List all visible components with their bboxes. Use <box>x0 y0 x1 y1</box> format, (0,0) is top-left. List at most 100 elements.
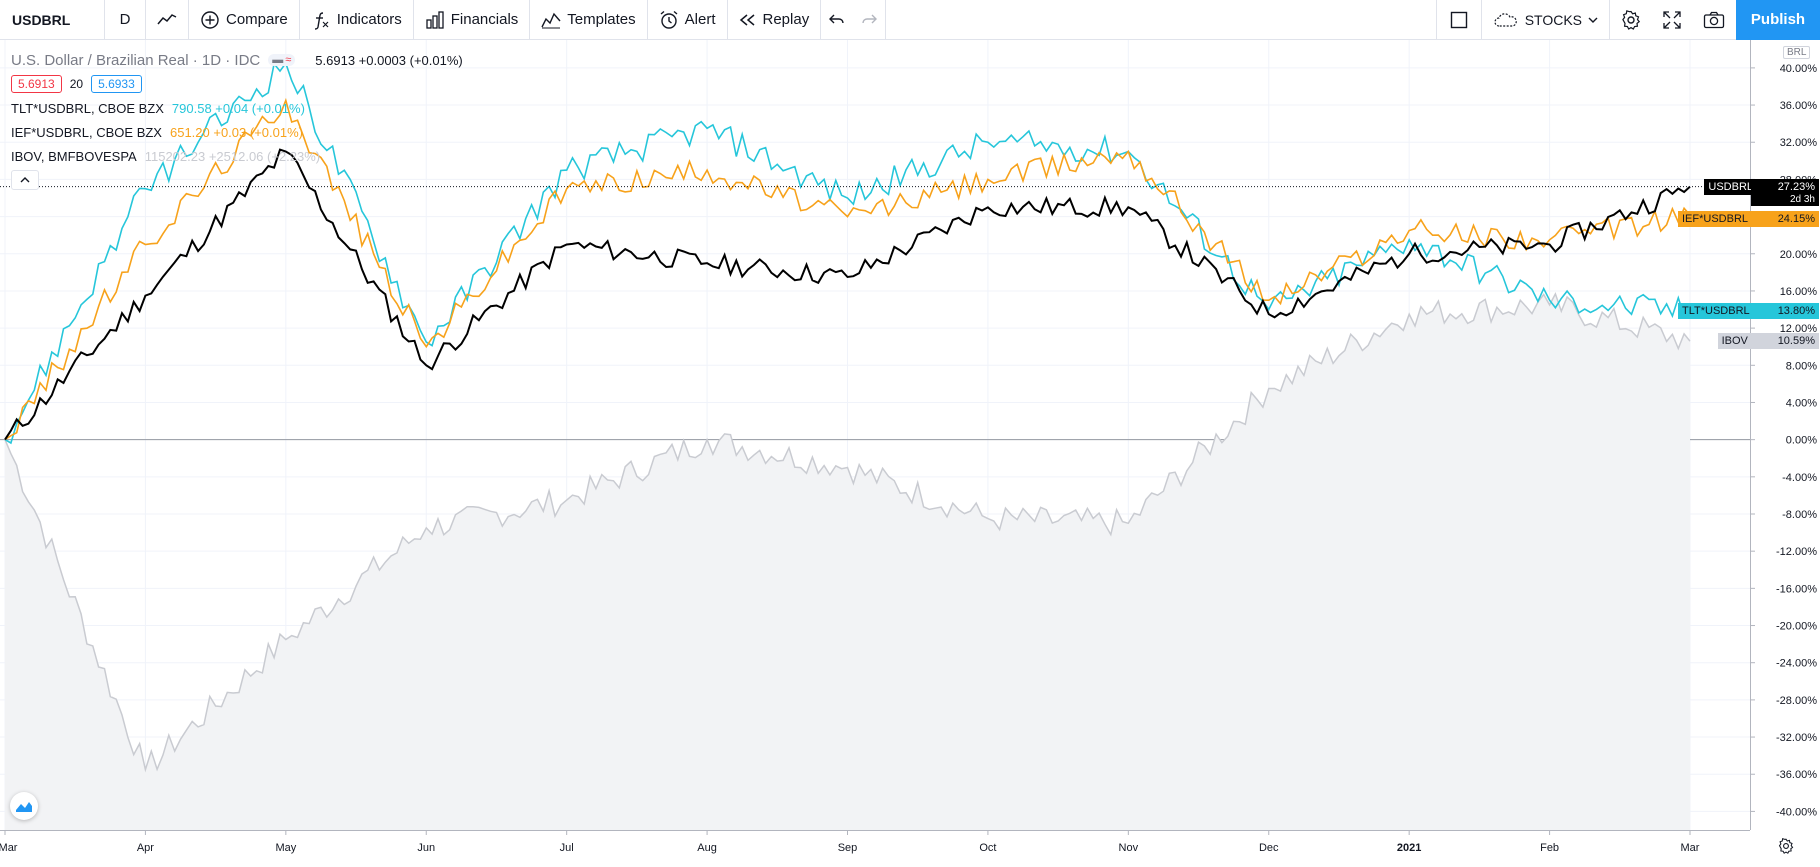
settings-button[interactable] <box>1610 0 1652 40</box>
time-tick-label: Oct <box>979 842 996 854</box>
time-tick-label: Mar <box>1681 842 1700 854</box>
time-tick-label: Sep <box>838 842 858 854</box>
toolbar-divider <box>104 0 105 40</box>
currency-label[interactable]: BRL <box>1783 46 1811 59</box>
alarm-clock-icon <box>660 10 678 29</box>
price-tick-label: 16.00% <box>1780 286 1818 298</box>
toolbar-divider <box>298 0 300 40</box>
expand-icon <box>1663 10 1681 29</box>
time-tick-label: May <box>275 842 296 854</box>
legend-collapse-button[interactable] <box>11 170 39 190</box>
chart-canvas[interactable] <box>0 40 1750 830</box>
series-name-tag: USDBRL <box>1704 178 1758 195</box>
legend-series-value: 790.58 +0.04 (+0.01%) <box>171 100 305 116</box>
alert-button[interactable]: Alert <box>648 0 727 40</box>
series-name-tag: IBOV <box>1717 333 1752 350</box>
time-scale[interactable]: Mar Apr May Jun Jul Aug Sep Oct Nov Dec 2021 Feb Mar <box>0 830 1750 862</box>
undo-icon <box>829 14 844 23</box>
chart-settings-corner[interactable] <box>1751 831 1820 861</box>
templates-label: Templates <box>567 11 636 28</box>
toolbar-divider <box>412 0 414 40</box>
square-icon <box>1450 11 1467 28</box>
legend-series-value: 115202.23 +2512.06 (+2.23%) <box>144 148 321 164</box>
ask-price-badge[interactable]: 5.6933 <box>91 75 142 93</box>
time-tick-label: Dec <box>1259 842 1279 854</box>
time-tick-label: Aug <box>697 842 717 854</box>
alert-label: Alert <box>684 11 716 28</box>
series-value-tag: 10.59% <box>1751 333 1819 350</box>
series-area-ibov <box>5 293 1690 830</box>
indicators-button[interactable]: Indicators <box>300 0 413 40</box>
interval-button[interactable]: D <box>119 11 131 28</box>
top-toolbar: USDBRL D Compare Indicators Financials T… <box>0 0 1820 40</box>
replay-label: Replay <box>762 11 810 28</box>
toolbar-divider <box>885 0 887 40</box>
layout-menu-button[interactable]: STOCKS <box>1482 0 1609 40</box>
chart-legend: U.S. Dollar / Brazilian Real · 1D · IDC … <box>11 48 463 192</box>
legend-series-ibov[interactable]: IBOV, BMFBOVESPA 115202.23 +2512.06 (+2.… <box>11 144 463 168</box>
redo-button[interactable] <box>853 0 885 40</box>
toolbar-divider <box>188 0 189 40</box>
fullscreen-button[interactable] <box>1652 0 1692 40</box>
gear-icon <box>1778 838 1793 854</box>
camera-icon <box>1703 11 1725 28</box>
undo-button[interactable] <box>821 0 853 40</box>
legend-series-label: IEF*USDBRL, CBOE BZX <box>11 124 162 140</box>
snapshot-button[interactable] <box>1692 0 1736 40</box>
legend-series-label: IBOV, BMFBOVESPA <box>11 148 137 164</box>
series-line-ibov <box>4 292 1691 773</box>
legend-series-tlt[interactable]: TLT*USDBRL, CBOE BZX 790.58 +0.04 (+0.01… <box>11 96 463 120</box>
price-tick-label: 36.00% <box>1780 100 1818 112</box>
legend-series-value: 651.20 +0.03 (+0.01%) <box>169 124 303 140</box>
price-tick-label: 8.00% <box>1786 360 1817 372</box>
templates-icon <box>541 12 561 28</box>
price-scale-canvas[interactable]: 40.00%36.00%32.00%28.00%24.00%20.00%16.0… <box>1751 40 1820 830</box>
price-tick-label: -12.00% <box>1776 546 1817 558</box>
time-scale-canvas[interactable]: Mar Apr May Jun Jul Aug Sep Oct Nov Dec 2021 Feb Mar <box>0 831 1750 862</box>
replay-button[interactable]: Replay <box>728 0 821 40</box>
chevron-up-icon <box>20 177 30 183</box>
toolbar-divider <box>145 0 146 40</box>
chevron-down-icon <box>1588 17 1598 23</box>
series-name-tag: IEF*USDBRL <box>1678 210 1753 227</box>
tradingview-logo-button[interactable] <box>10 792 38 820</box>
legend-series-label: TLT*USDBRL, CBOE BZX <box>11 100 164 116</box>
symbol-search-button[interactable]: USDBRL <box>12 11 71 28</box>
series-line-usdbrl <box>4 148 1691 441</box>
publish-button[interactable]: Publish <box>1736 0 1820 40</box>
time-tick-label: Mar <box>0 842 18 854</box>
price-tick-label: 20.00% <box>1780 249 1818 261</box>
market-status-indicator[interactable]: ▬ ≈ <box>268 54 296 66</box>
series-line-ief-usdbrl <box>4 97 1691 441</box>
dash-icon: ▬ <box>272 54 284 66</box>
tradingview-logo-icon <box>16 802 32 812</box>
price-tick-label: -4.00% <box>1782 472 1817 484</box>
price-tick-label: 0.00% <box>1786 435 1817 447</box>
toolbar-right-group: STOCKS Publish <box>1435 0 1820 40</box>
price-tick-label: -40.00% <box>1776 806 1817 818</box>
plus-circle-icon <box>201 10 219 29</box>
financials-label: Financials <box>450 11 519 28</box>
price-tick-label: -20.00% <box>1776 621 1817 633</box>
spread-value: 20 <box>69 77 84 91</box>
chart-pane[interactable] <box>0 40 1750 830</box>
series-name-tag: TLT*USDBRL <box>1678 303 1754 320</box>
price-tick-label: -8.00% <box>1782 509 1817 521</box>
chart-style-button[interactable] <box>146 0 188 40</box>
price-tick-label: 40.00% <box>1780 63 1818 75</box>
price-tick-label: 32.00% <box>1780 137 1818 149</box>
compare-button[interactable]: Compare <box>189 0 299 40</box>
templates-button[interactable]: Templates <box>530 0 646 40</box>
toolbar-divider <box>820 0 822 40</box>
gear-icon <box>1622 9 1641 30</box>
time-tick-label: 2021 <box>1397 842 1421 854</box>
financials-button[interactable]: Financials <box>414 0 530 40</box>
bid-price-badge[interactable]: 5.6913 <box>11 75 62 93</box>
price-scale[interactable]: 40.00%36.00%32.00%28.00%24.00%20.00%16.0… <box>1750 40 1820 830</box>
main-series-value: 5.6913 +0.0003 (+0.01%) <box>315 52 463 68</box>
fullscreen-toggle-button[interactable] <box>1437 0 1481 40</box>
price-tick-label: 12.00% <box>1780 323 1818 335</box>
bar-chart-icon <box>426 10 444 29</box>
legend-series-ief[interactable]: IEF*USDBRL, CBOE BZX 651.20 +0.03 (+0.01… <box>11 120 463 144</box>
toolbar-divider <box>1480 0 1482 40</box>
